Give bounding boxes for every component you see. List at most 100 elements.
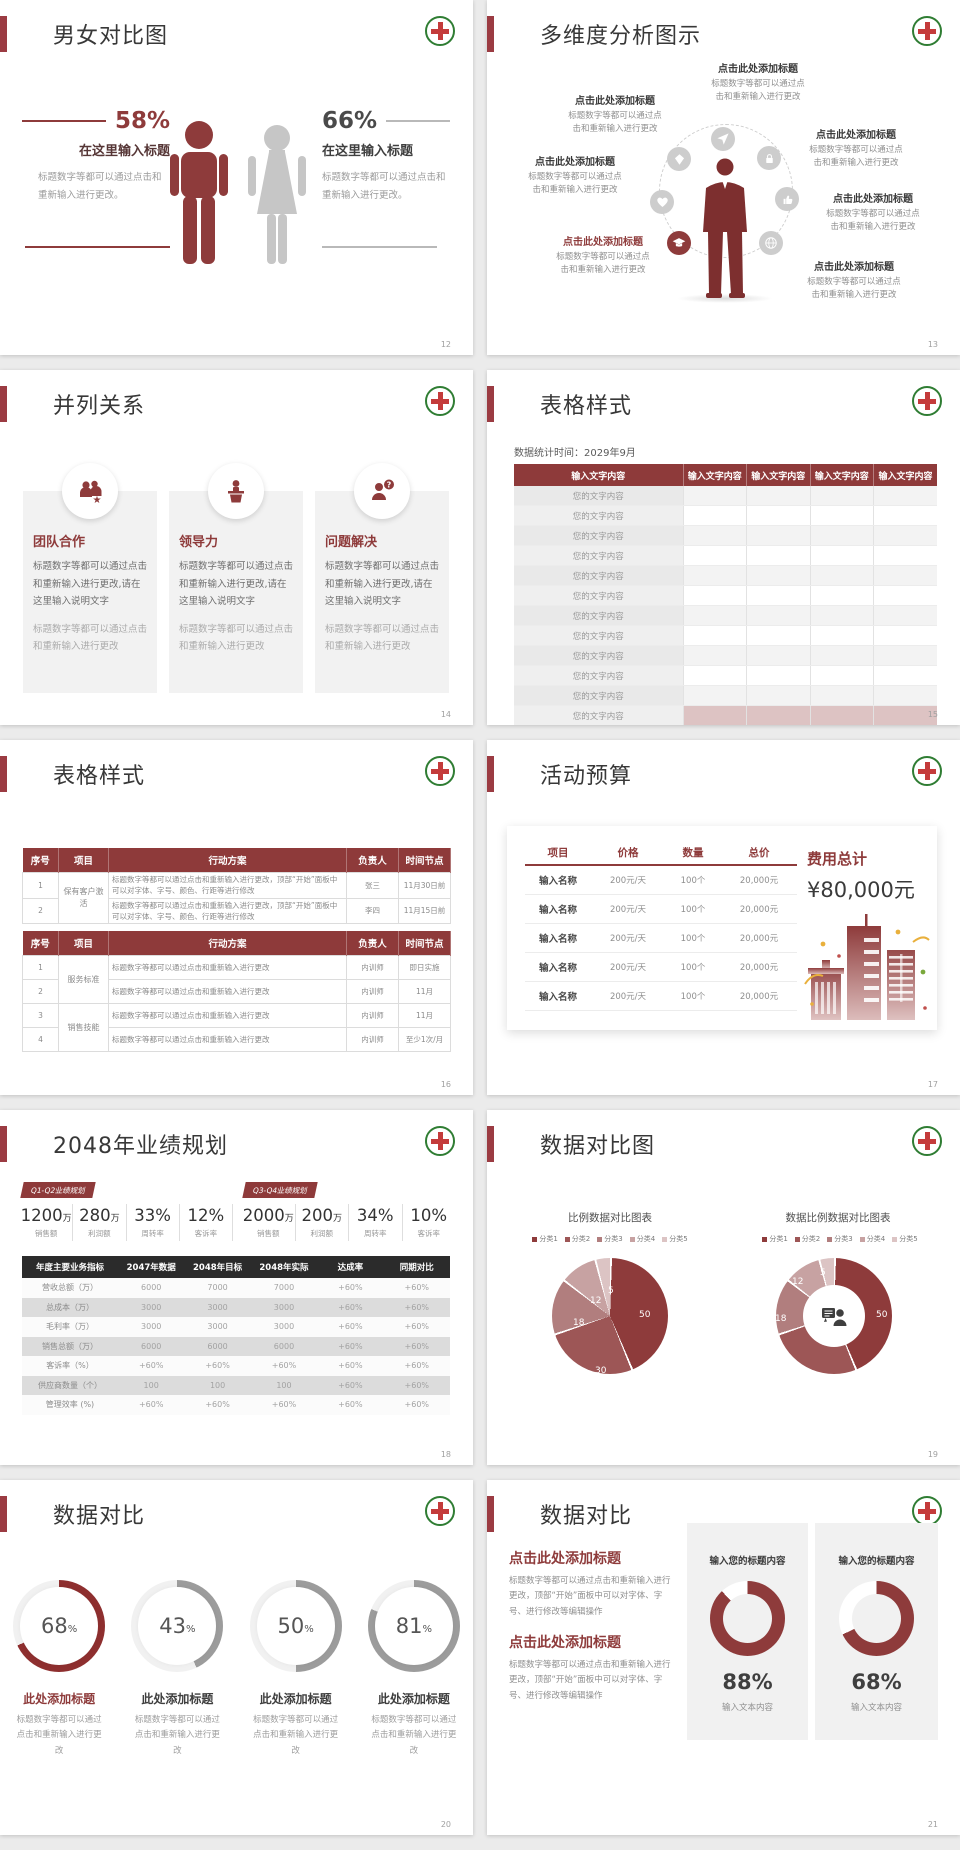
table-row: 您的文字内容: [514, 486, 937, 506]
businessman-silhouette: [703, 158, 747, 298]
title-accent-bar: [487, 386, 494, 422]
gauge-item: 68% 此处添加标题 标题数字等都可以通过点击和重新输入进行更改: [0, 1580, 118, 1759]
page-number: 15: [927, 710, 938, 719]
gauge-item: 81% 此处添加标题 标题数字等都可以通过点击和重新输入进行更改: [355, 1580, 473, 1759]
donut-chart-title: 数据比例数据对比图表: [785, 1212, 891, 1224]
slide-title: 数据对比: [540, 1504, 633, 1529]
q3-q4-badge: Q3-Q4业绩规划: [242, 1182, 319, 1198]
donut-label: 50: [876, 1310, 888, 1320]
table-row: 供应商数量（个） 100 100 100 +60% +60%: [22, 1375, 450, 1395]
donut-chart-legend: 分类1 分类2 分类3 分类4 分类5: [735, 1234, 945, 1244]
female-figure-icon: [248, 125, 306, 264]
text-block: 点击此处添加标题 标题数字等都可以通过点击和重新输入进行更改: [528, 157, 622, 196]
card-body: 标题数字等都可以通过点击和重新输入进行更改,请在这里输入说明文字: [179, 561, 294, 608]
budget-row: 输入名称 200元/天 100个 20,000元: [525, 866, 797, 895]
slide-title: 男女对比图: [53, 24, 169, 49]
graduation-cap-icon: [667, 231, 691, 255]
globe-icon: [759, 231, 783, 255]
stat-group-q3q4: 2000万 销售额 200万 利润额 34% 周转率 10% 客诉率: [242, 1204, 455, 1241]
table-row: 您的文字内容: [514, 585, 937, 606]
pie-chart: [552, 1258, 668, 1374]
table-header-row: 序号 项目 行动方案 负责人 时间节点: [22, 848, 451, 873]
slide-20-data-comparison-gauges[interactable]: 数据对比 68% 此处添加标题 标题数字等都可以通过点击和重新输入进行更改 43…: [0, 1480, 473, 1835]
svg-text:★: ★: [93, 495, 102, 504]
budget-table-header: 项目 价格 数量 总价: [525, 840, 797, 866]
table-row: 管理效率 (%) +60% +60% +60% +60% +60%: [22, 1395, 450, 1415]
hospital-logo-icon: [425, 1496, 455, 1526]
gauge-body: 标题数字等都可以通过点击和重新输入进行更改: [134, 1715, 220, 1756]
q1-q2-badge: Q1-Q2业绩规划: [20, 1182, 97, 1198]
table-row: 您的文字内容: [514, 665, 937, 686]
slide-title: 活动预算: [540, 764, 633, 789]
slide-18-performance-plan[interactable]: 2048年业绩规划 Q1-Q2业绩规划 Q3-Q4业绩规划 1200万 销售额 28…: [0, 1110, 473, 1465]
legend-swatch: [892, 1236, 898, 1242]
legend-item: 分类1: [532, 1234, 558, 1244]
female-percentage: 66%: [322, 108, 378, 134]
card-row: ★ 团队合作 标题数字等都可以通过点击和重新输入进行更改,请在这里输入说明文字 …: [23, 463, 449, 693]
budget-card: 项目 价格 数量 总价 输入名称 200元/天 100个 20,000元: [507, 826, 937, 1030]
slide-17-activity-budget[interactable]: 活动预算 项目 价格 数量 总价 输入名称 200元/天 100个: [487, 740, 960, 1095]
slide-title: 2048年业绩规划: [53, 1134, 228, 1159]
male-figure-icon: [170, 121, 228, 264]
donut-ring: [710, 1581, 785, 1656]
budget-total-block: 费用总计 ¥80,000元: [807, 848, 931, 904]
title-accent-bar: [487, 1126, 494, 1162]
text-block: 点击此处添加标题 标题数字等都可以通过点击和重新输入进行更改: [826, 194, 920, 233]
center-figure-diagram: [635, 112, 820, 312]
table-row: 营收总额（万） 6000 7000 7000 +60% +60%: [22, 1278, 450, 1298]
slide-12-gender-comparison[interactable]: 男女对比图 58% 在这里输入标题 标题数字等都可以通过点击和重新输入进行更改。…: [0, 0, 473, 355]
svg-text:?: ?: [387, 481, 392, 490]
panel-percentage: 68%: [851, 1670, 902, 1694]
legend-item: 分类5: [892, 1234, 918, 1244]
legend-swatch: [762, 1236, 768, 1242]
data-table: 输入文字内容 输入文字内容 输入文字内容 输入文字内容 输入文字内容 您的文字内…: [514, 464, 937, 725]
legend-item: 分类5: [662, 1234, 688, 1244]
stat-item: 34% 周转率: [349, 1204, 403, 1241]
panel-caption: 输入文本内容: [850, 1703, 902, 1713]
slide-15-table-style[interactable]: 表格样式 数据统计时间：2029年9月 输入文字内容 输入文字内容 输入文字内容…: [487, 370, 960, 725]
teamwork-icon: ★: [62, 463, 118, 519]
slide-header: 男女对比图: [0, 16, 168, 52]
table-row: 您的文字内容: [514, 525, 937, 546]
stat-body: 标题数字等都可以通过点击和重新输入进行更改。: [38, 172, 162, 202]
page-number: 12: [440, 340, 451, 349]
card-teamwork: ★ 团队合作 标题数字等都可以通过点击和重新输入进行更改,请在这里输入说明文字 …: [23, 463, 157, 693]
stat-item: 280万 利润额: [73, 1204, 127, 1241]
slide-19-data-comparison-charts[interactable]: 数据对比图 比例数据对比图表 数据比例数据对比图表 分类1 分类2 分类3 分类4 分类…: [487, 1110, 960, 1465]
male-stat-block: 58% 在这里输入标题 标题数字等都可以通过点击和重新输入进行更改。: [22, 108, 170, 205]
slide-16-action-plan-tables[interactable]: 表格样式 序号 项目 行动方案 负责人 时间节点 1 保有客户激活 标题数字等都可以通过点击…: [0, 740, 473, 1095]
table-row: 毛利率（万） 3000 3000 3000 +60% +60%: [22, 1317, 450, 1337]
title-accent-bar: [487, 16, 494, 52]
hospital-logo-icon: [425, 16, 455, 46]
pie-label: 18: [573, 1318, 585, 1328]
slide-14-parallel-relationship[interactable]: 并列关系 ★ 团队合作 标题数字等都可以通过点击和重新输入进行更改,请在这里输入…: [0, 370, 473, 725]
pie-label: 5: [608, 1286, 614, 1296]
panel-percentage: 88%: [722, 1670, 773, 1694]
thumbs-up-icon: [775, 187, 799, 211]
legend-item: 分类4: [629, 1234, 655, 1244]
table-row: 3 销售技能 标题数字等都可以通过点击和重新输入进行更改 内训师 11月: [22, 1003, 451, 1052]
page-number: 16: [440, 1080, 451, 1089]
table-row: 1 保有客户激活 标题数字等都可以通过点击和重新输入进行更改，顶部“开始”面板中可以…: [22, 872, 451, 924]
card-note: 标题数字等都可以通过点击和重新输入进行更改: [325, 623, 440, 653]
donut-label: 12: [792, 1277, 804, 1287]
hospital-logo-icon: [425, 756, 455, 786]
donut-label: 18: [775, 1314, 787, 1324]
buildings-illustration: [804, 914, 930, 1020]
table-row: 您的文字内容: [514, 685, 937, 706]
legend-item: 分类2: [794, 1234, 820, 1244]
divider: [386, 120, 450, 122]
divider: [22, 120, 106, 122]
progress-ring: 81%: [367, 1580, 460, 1672]
slide-13-multidimensional-analysis[interactable]: 多维度分析图示 点击此处添加标题 标题数字等都可以通过点击和重新输入进行更改 点击…: [487, 0, 960, 355]
total-value: ¥80,000元: [807, 878, 915, 902]
budget-table: 项目 价格 数量 总价 输入名称 200元/天 100个 20,000元: [525, 840, 797, 1011]
text-block-highlighted: 点击此处添加标题 标题数字等都可以通过点击和重新输入进行更改: [556, 237, 650, 276]
slide-21-data-comparison-donuts[interactable]: 数据对比 点击此处添加标题 标题数字等都可以通过点击和重新输入进行更改，顶部“开…: [487, 1480, 960, 1835]
table-subtitle: 数据统计时间：2029年9月: [514, 448, 636, 459]
action-plan-table-1: 序号 项目 行动方案 负责人 时间节点 1 保有客户激活 标题数字等都可以通过点击和重新输入…: [22, 848, 451, 924]
gauge-body: 标题数字等都可以通过点击和重新输入进行更改: [371, 1715, 457, 1756]
diamond-icon: [667, 147, 691, 171]
donut-label: 30: [804, 1371, 816, 1381]
hospital-logo-icon: [912, 1496, 942, 1526]
